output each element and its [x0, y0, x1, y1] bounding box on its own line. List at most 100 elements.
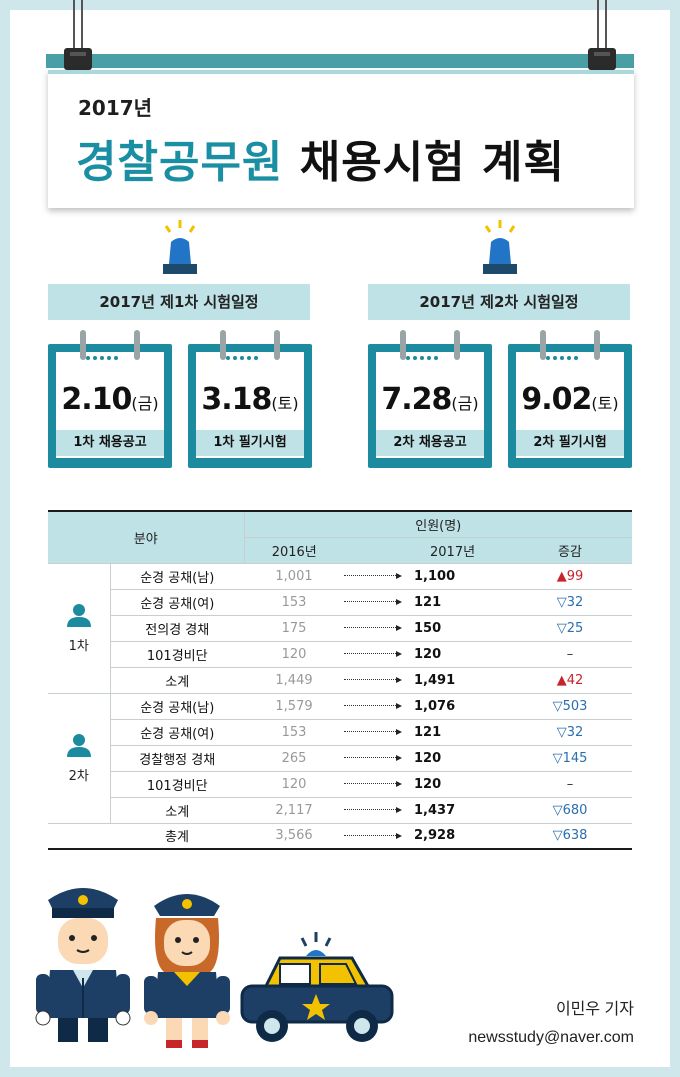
- header-2016: 2016년: [244, 537, 344, 564]
- value-2016: 265: [244, 745, 344, 772]
- field-cell: 101경비단: [110, 641, 244, 668]
- field-cell: 순경 공채(남): [110, 693, 244, 720]
- title-card: [48, 70, 634, 208]
- schedule-date: 9.02(토): [521, 382, 619, 417]
- value-2017-cell: 120: [344, 641, 508, 668]
- schedule-2-label: 2017년 제2차 시험일정: [368, 284, 630, 320]
- table-row: 전의경 경채 175 150 ▽25: [48, 615, 632, 642]
- arrow-icon: [344, 625, 402, 631]
- header-field: 분야: [48, 510, 245, 564]
- calendar-icon: 9.02(토) 2차 필기시험: [508, 330, 632, 468]
- change-value: ▽503: [508, 693, 632, 720]
- value-2017: 120: [414, 776, 442, 792]
- schedule-date: 3.18(토): [201, 382, 299, 417]
- field-cell: 순경 공채(여): [110, 719, 244, 746]
- value-2017-cell: 1,491: [344, 667, 508, 694]
- value-2016: 175: [244, 615, 344, 642]
- value-2017: 1,076: [414, 698, 456, 714]
- value-2017-cell: 121: [344, 719, 508, 746]
- table-row: 2차 순경 공채(남) 1,579 1,076 ▽503: [48, 693, 632, 824]
- field-cell: 경찰행정 경채: [110, 745, 244, 772]
- total-label: 총계: [48, 823, 244, 850]
- table-row: 소계 2,117 1,437 ▽680: [48, 797, 632, 824]
- group-name: 1차: [68, 638, 89, 654]
- schedule-event: 1차 필기시험: [196, 430, 304, 456]
- table-row: 1차 순경 공채(남) 1,001 1,100 ▲99: [48, 563, 632, 694]
- value-2017: 1,100: [414, 568, 456, 584]
- change-value: ▽145: [508, 745, 632, 772]
- table-row: 101경비단 120 120–: [48, 641, 632, 668]
- value-2017-cell: 150: [344, 615, 508, 642]
- table-row: 소계 1,449 1,491 ▲42: [48, 667, 632, 694]
- value-2017: 120: [414, 750, 442, 766]
- group-cell: 1차: [48, 563, 111, 694]
- value-2017: 1,491: [414, 672, 456, 688]
- value-2016: 1,449: [244, 667, 344, 694]
- table-row: 순경 공채(여) 153 121 ▽32: [48, 719, 632, 746]
- table-row: 경찰행정 경채 265 120 ▽145: [48, 745, 632, 772]
- total-change: ▽638: [508, 823, 632, 850]
- police-beacon-icon: [483, 220, 517, 274]
- arrow-icon: [344, 651, 402, 657]
- police-officer-male-icon: [35, 888, 131, 1042]
- value-2016: 1,001: [244, 563, 344, 590]
- arrow-icon: [344, 599, 402, 605]
- value-2016: 120: [244, 771, 344, 798]
- change-value: ▽32: [508, 719, 632, 746]
- police-officer-female-icon: [144, 894, 230, 1048]
- arrow-icon: [344, 729, 402, 735]
- author: 이민우 기자: [555, 1001, 634, 1018]
- total-2016: 3,566: [244, 823, 344, 850]
- table-row: 101경비단 120 120–: [48, 771, 632, 798]
- total-row: 총계 3,566 2,928 ▽638: [48, 823, 632, 850]
- value-2017-cell: 1,437: [344, 797, 508, 824]
- header-bar: [46, 54, 634, 68]
- table-row: 순경 공채(여) 153 121 ▽32: [48, 589, 632, 616]
- arrow-icon: [344, 677, 402, 683]
- value-2017-cell: 120: [344, 745, 508, 772]
- field-cell: 순경 공채(여): [110, 589, 244, 616]
- group-name: 2차: [68, 768, 89, 784]
- change-value: ▲99: [508, 563, 632, 590]
- header-year: 2017년: [78, 96, 153, 120]
- calendar-icon: 2.10(금) 1차 채용공고: [48, 330, 172, 468]
- value-2016: 153: [244, 589, 344, 616]
- field-cell: 소계: [110, 797, 244, 824]
- header-change: 증감: [508, 537, 632, 564]
- header-people: 인원(명): [244, 510, 632, 538]
- arrow-icon: [344, 807, 402, 813]
- calendar-icon: 7.28(금) 2차 채용공고: [368, 330, 492, 468]
- value-2016: 1,579: [244, 693, 344, 720]
- person-icon: [66, 603, 91, 627]
- person-icon: [66, 733, 91, 757]
- binder-clip-icon: [588, 0, 616, 70]
- field-cell: 전의경 경채: [110, 615, 244, 642]
- change-value: –: [508, 641, 632, 668]
- value-2016: 120: [244, 641, 344, 668]
- page-title: 경찰공무원 채용시험 계획: [76, 126, 565, 190]
- arrow-icon: [344, 781, 402, 787]
- value-2017-cell: 1,076: [344, 693, 508, 720]
- total-2017: 2,928: [414, 828, 456, 844]
- arrow-icon: [344, 703, 402, 709]
- schedule-1-label: 2017년 제1차 시험일정: [48, 284, 310, 320]
- schedule-event: 2차 필기시험: [516, 430, 624, 456]
- recruitment-table: 분야 인원(명) 2016년 2017년 증감 1차 순경 공채(남) 1,001 1…: [48, 510, 632, 850]
- change-value: ▽680: [508, 797, 632, 824]
- schedule-date: 7.28(금): [381, 382, 479, 417]
- arrow-icon: [344, 755, 402, 761]
- title-rest: 채용시험 계획: [299, 137, 565, 188]
- value-2017: 121: [414, 594, 442, 610]
- value-2017: 150: [414, 620, 442, 636]
- police-car-icon: [240, 932, 394, 1042]
- schedule-event: 2차 채용공고: [376, 430, 484, 456]
- value-2017-cell: 120: [344, 771, 508, 798]
- field-cell: 101경비단: [110, 771, 244, 798]
- group-cell: 2차: [48, 693, 111, 824]
- field-cell: 소계: [110, 667, 244, 694]
- author-email: newsstudy@naver.com: [468, 1029, 634, 1046]
- byline: 이민우 기자 newsstudy@naver.com: [468, 996, 634, 1052]
- police-beacon-icon: [163, 220, 197, 274]
- value-2016: 2,117: [244, 797, 344, 824]
- schedule-date: 2.10(금): [61, 382, 159, 417]
